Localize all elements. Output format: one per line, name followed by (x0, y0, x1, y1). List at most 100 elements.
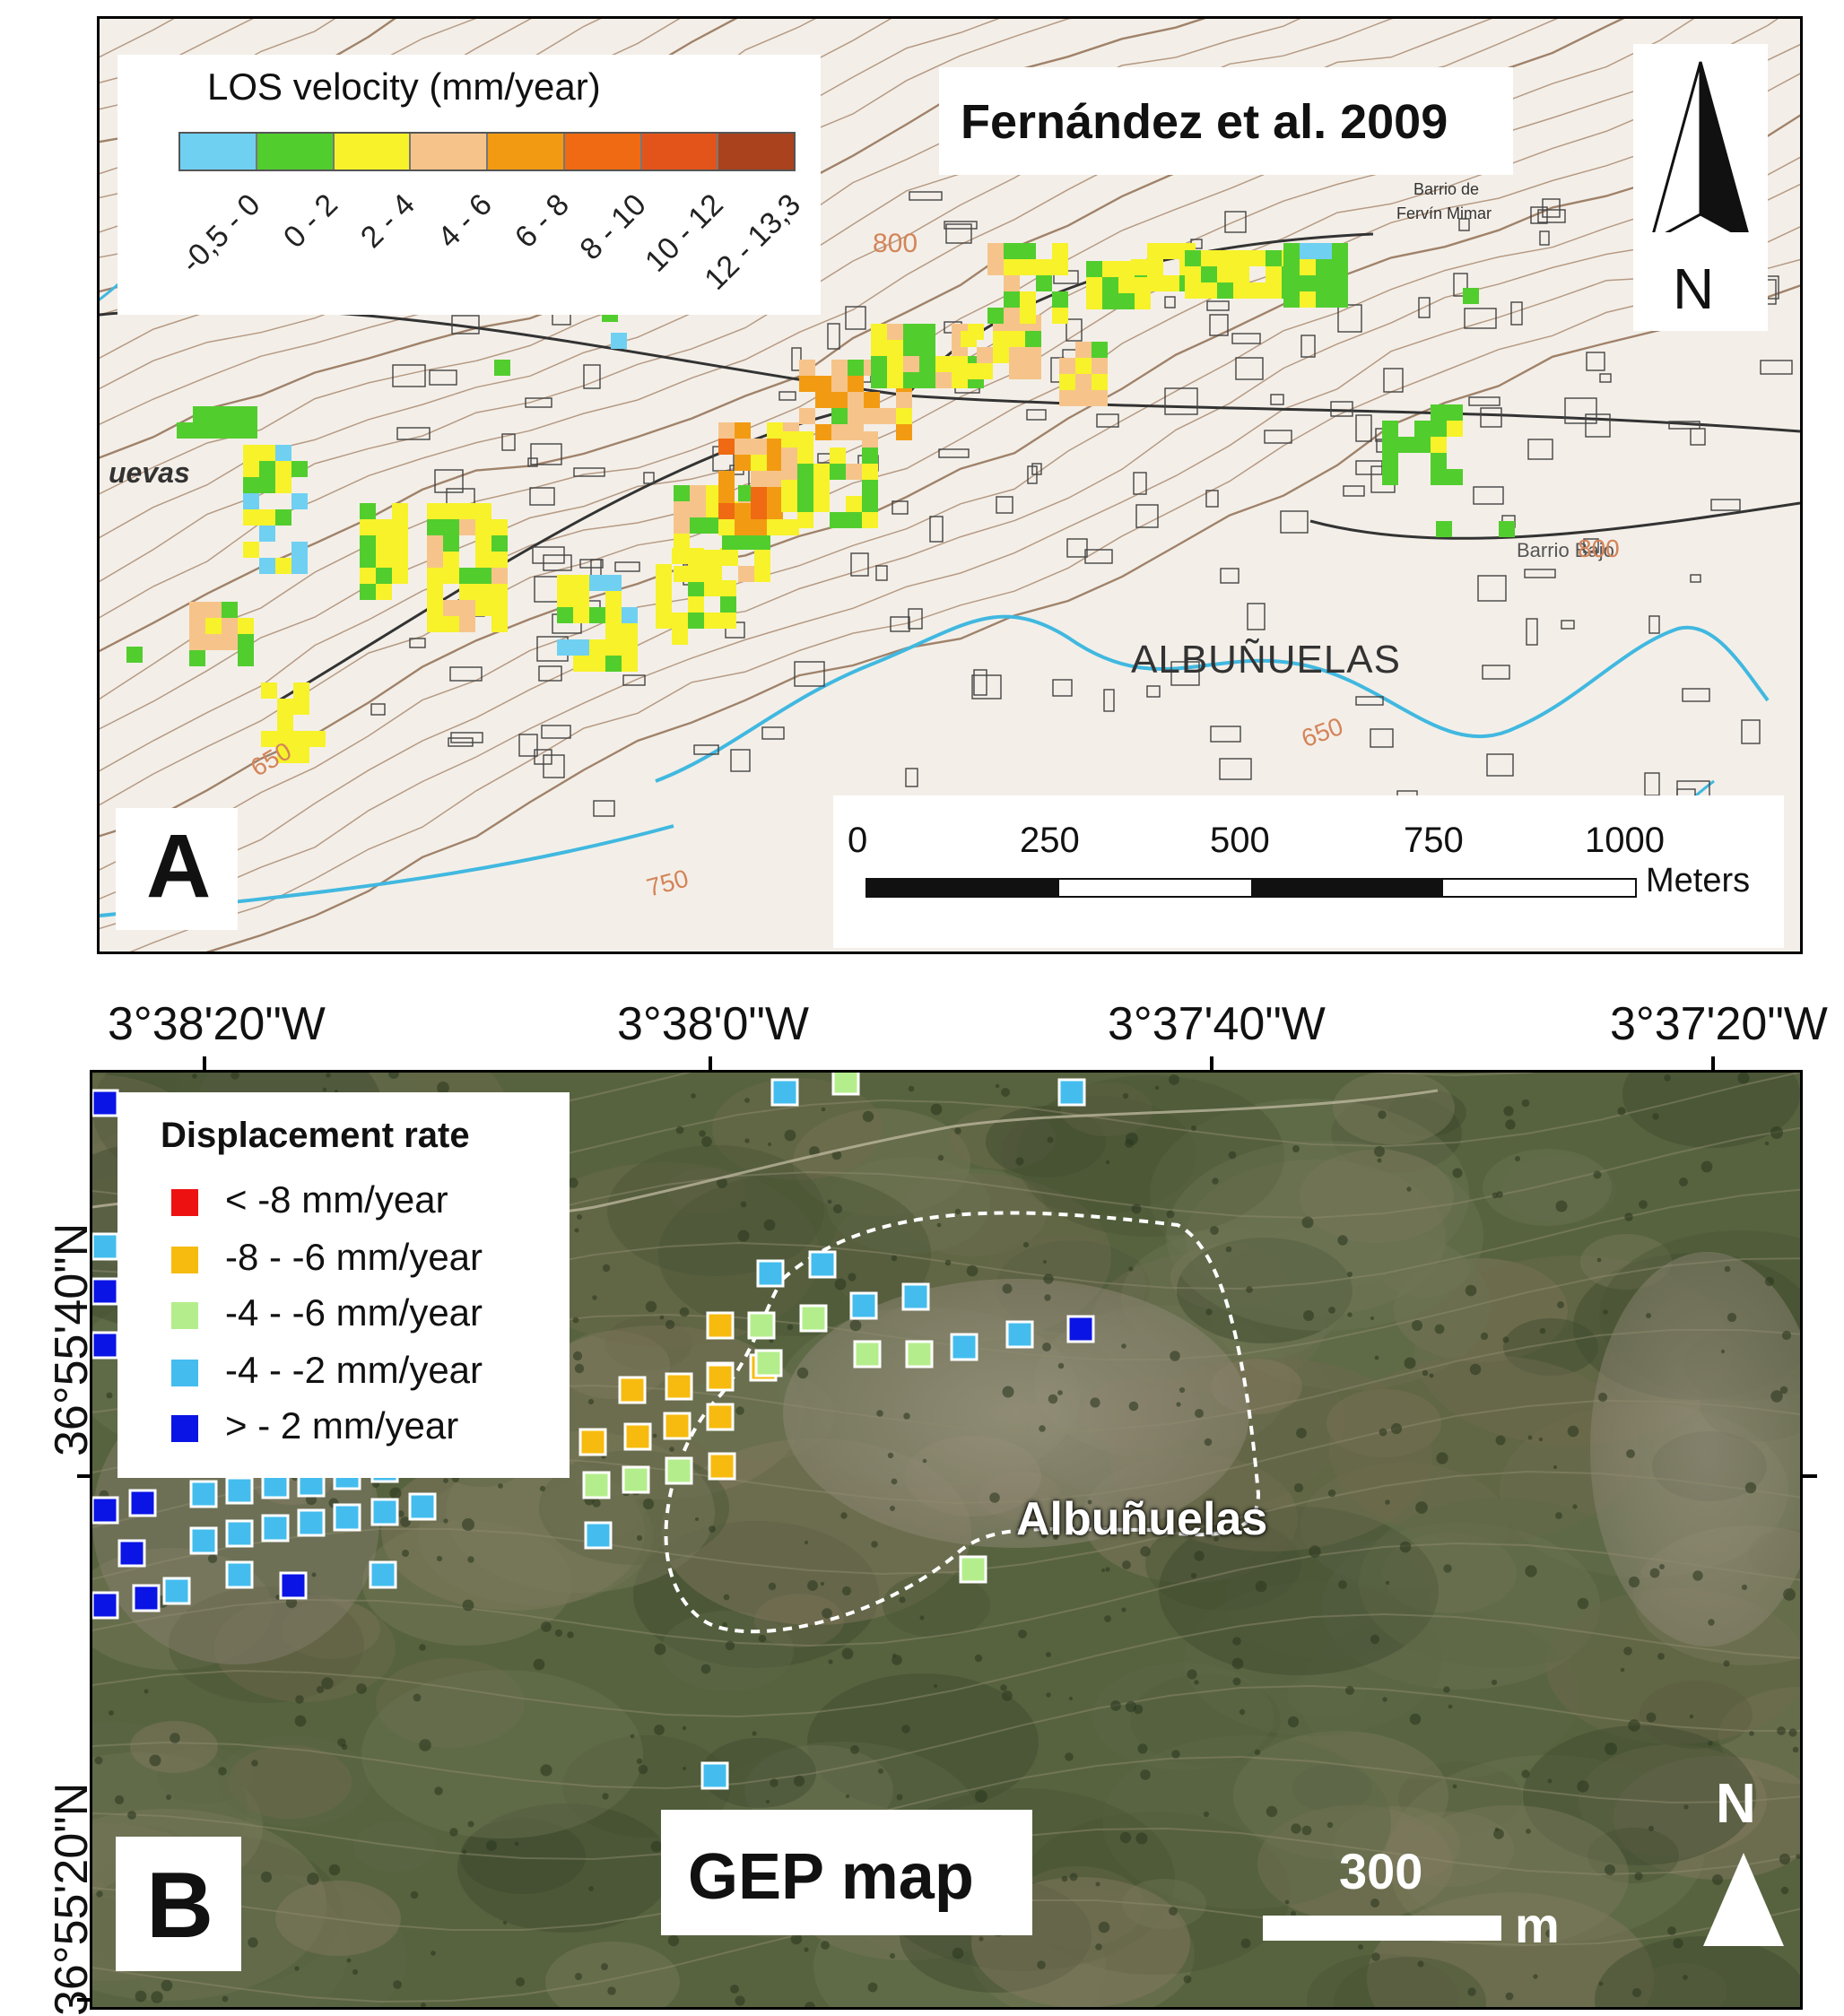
los-pixel (427, 535, 443, 552)
tree-dot (1390, 1422, 1403, 1435)
place-label-uevas: uevas (109, 456, 190, 489)
tree-dot (1708, 1619, 1715, 1626)
building (583, 364, 601, 389)
scale-label-750: 750 (1404, 821, 1464, 860)
tree-dot (467, 1820, 474, 1828)
los-pixel (259, 477, 275, 493)
terrain-patch (1622, 1073, 1800, 1148)
los-pixel (261, 731, 277, 747)
los-pixel (277, 715, 293, 731)
los-pixel (688, 613, 704, 629)
tree-dot (1465, 1284, 1477, 1297)
tree-dot (828, 1659, 833, 1664)
legend-label-3: -4 - -6 mm/year (225, 1291, 483, 1334)
displacement-point (905, 1340, 934, 1369)
los-pixel (799, 360, 815, 376)
los-pixel (688, 596, 704, 613)
terrain-patch (827, 1157, 990, 1254)
building (1648, 615, 1660, 634)
los-pixel (848, 376, 864, 392)
tree-dot (443, 1518, 448, 1524)
los-pixel (291, 542, 308, 558)
building (1066, 538, 1088, 558)
tree-dot (827, 1199, 832, 1204)
los-pixel (718, 503, 735, 519)
los-pixel (735, 422, 751, 439)
tree-dot (876, 1410, 883, 1417)
tree-dot (1090, 1397, 1100, 1408)
panel-a-topographic-map: uevas Barrio de Fervín Mimar Barrio Bajo… (97, 16, 1803, 954)
legend-row-5: > - 2 mm/year (171, 1404, 458, 1447)
building (1026, 409, 1047, 421)
tree-dot (602, 1793, 609, 1800)
tree-dot (1406, 1186, 1412, 1192)
terrain-patch (1233, 1731, 1448, 1860)
los-pixel (831, 392, 848, 408)
tree-dot (1022, 1241, 1030, 1248)
los-pixel (846, 512, 862, 528)
tree-dot (328, 1864, 341, 1876)
los-pixel (718, 439, 735, 455)
terrain-patch (1595, 1936, 1800, 2007)
tree-dot (462, 1599, 474, 1612)
terrain-patch (282, 1600, 380, 1659)
displacement-point (92, 1277, 119, 1306)
place-label-fervin: Fervín Mimar (1396, 204, 1492, 222)
tree-dot (1429, 1373, 1434, 1378)
panel-letter-b: B (146, 1854, 214, 1958)
los-pixel (459, 616, 475, 632)
los-pixel (706, 501, 722, 517)
los-pixel (605, 639, 622, 656)
tree-dot (1628, 1576, 1640, 1588)
lon-label-4: 3°37'20"W (1610, 998, 1828, 1050)
lon-label-2: 3°38'0"W (617, 998, 809, 1050)
tree-dot (389, 1487, 402, 1499)
los-pixel (1316, 243, 1332, 259)
tree-dot (667, 1934, 680, 1947)
tree-dot (1135, 1832, 1148, 1845)
los-pixel (848, 360, 864, 376)
los-pixel (887, 356, 903, 372)
tree-dot (768, 1143, 771, 1146)
tree-dot (1015, 1157, 1024, 1166)
terrain-patch (1186, 1160, 1446, 1316)
los-pixel (443, 568, 459, 584)
los-pixel (491, 552, 508, 568)
tree-dot (841, 1586, 852, 1596)
los-pixel (830, 512, 846, 528)
tree-dot (161, 1979, 173, 1992)
tree-dot (1648, 1825, 1655, 1832)
building (370, 703, 386, 716)
los-pixel (205, 602, 222, 618)
los-pixel (1414, 437, 1431, 453)
los-pixel (1020, 243, 1036, 259)
building (1337, 304, 1362, 333)
tree-dot (974, 1654, 983, 1663)
tree-dot (665, 1319, 675, 1330)
tree-dot (638, 1764, 648, 1775)
building (875, 565, 888, 581)
contour-5 (100, 114, 1800, 838)
terrain-patch (1614, 1756, 1800, 1880)
contour-14 (100, 19, 1301, 495)
los-pixel (443, 535, 459, 552)
los-pixel (557, 591, 573, 607)
displacement-point (756, 1259, 785, 1288)
los-pixel (862, 431, 878, 448)
los-pixel (1147, 259, 1163, 275)
tree-dot (1347, 1272, 1353, 1277)
building (448, 737, 474, 747)
los-pixel (392, 552, 408, 568)
los-pixel (1059, 374, 1075, 390)
los-pixel (880, 408, 896, 424)
los-pixel (1102, 261, 1118, 277)
tree-dot (765, 1799, 770, 1804)
tree-dot (1154, 1085, 1160, 1091)
tree-dot (1042, 1343, 1051, 1351)
los-pixel (720, 596, 736, 613)
contour-7 (100, 43, 1800, 772)
los-pixel (797, 480, 813, 496)
tree-dot (1371, 1952, 1380, 1961)
los-pixel (961, 363, 977, 379)
